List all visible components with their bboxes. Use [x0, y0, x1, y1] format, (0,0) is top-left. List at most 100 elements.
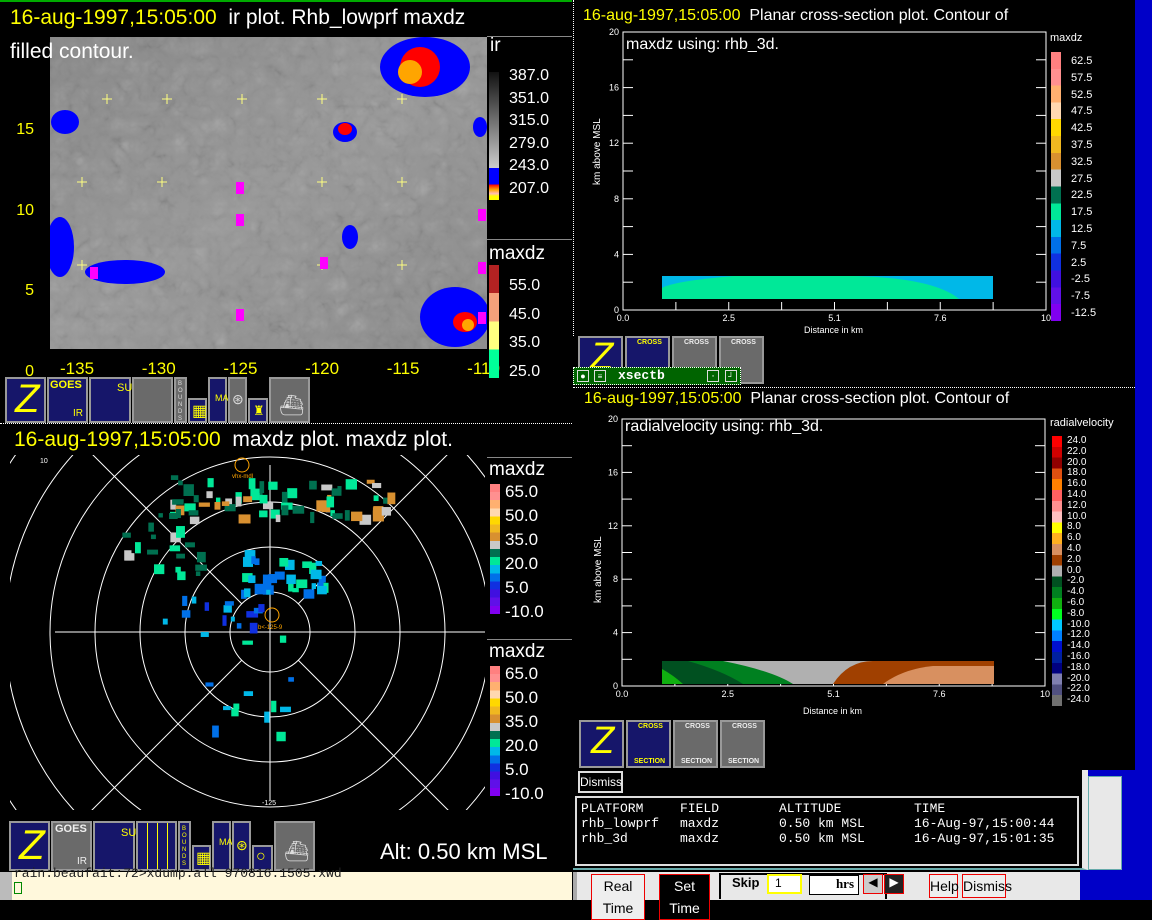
- y-tick-label: 4: [614, 249, 619, 259]
- echo-cell: [170, 475, 179, 480]
- x-tick-label: 10: [1041, 313, 1051, 323]
- header-field: FIELD: [680, 801, 720, 816]
- xsectb-icon-bar[interactable]: ● ≡ xsectb ◦ ┘: [573, 367, 741, 385]
- ship-button[interactable]: ⛴: [274, 821, 315, 871]
- echo-cell: [326, 496, 335, 508]
- echo-cell: [188, 510, 199, 516]
- colorbar-label: 22.0: [1067, 445, 1087, 457]
- step-forward-button[interactable]: ▶: [884, 874, 904, 894]
- range-rings-button[interactable]: ⊛: [232, 821, 251, 871]
- grid-button[interactable]: ▦: [192, 845, 211, 871]
- contour-fill: [662, 276, 959, 299]
- colorbar-label: -4.0: [1067, 586, 1085, 598]
- station-label-top: vhx-mdl: [232, 474, 254, 480]
- colorbar-label: -2.0: [1067, 575, 1085, 587]
- colorbar-label: 243.0: [509, 157, 550, 174]
- sur-label: SUR: [117, 382, 141, 394]
- echo-cell: [253, 607, 263, 614]
- echo-cell: [270, 509, 280, 519]
- real-time-button[interactable]: Real Time: [591, 874, 645, 920]
- circle-button[interactable]: ○: [252, 845, 273, 871]
- iconify-icon[interactable]: ◦: [707, 370, 719, 382]
- polar-radar-plot[interactable]: [10, 455, 485, 810]
- help-button[interactable]: Help: [929, 874, 959, 898]
- set-time-button[interactable]: Set Time: [659, 874, 710, 920]
- echo-cell: [381, 507, 392, 516]
- range-rings-button[interactable]: ⊛: [228, 377, 247, 423]
- x-tick-label: 2.5: [721, 689, 734, 699]
- echo-cell: [224, 504, 236, 512]
- cross-section-button-3[interactable]: CROSS SECTION: [720, 720, 765, 768]
- altitude-label: Alt: 0.50 km MSL: [380, 839, 548, 864]
- echo-cell: [243, 691, 254, 697]
- echo-cell: [284, 559, 295, 570]
- echo-cell: [315, 560, 323, 566]
- colorbar-label: 42.5: [1071, 122, 1093, 135]
- cross-section-button-2[interactable]: CROSS SECTION: [673, 720, 718, 768]
- step-back-button[interactable]: ◀: [863, 874, 883, 894]
- dismiss-button[interactable]: Dismiss: [578, 771, 623, 793]
- colorbar-label: -10.0: [1067, 618, 1090, 630]
- grid-button[interactable]: ▦: [188, 398, 207, 423]
- colorbar-label: -18.0: [1067, 661, 1090, 673]
- maxdz-cross-section-plot[interactable]: 0 4 8 12 16 20 0.0 2.5 5.1 7.6 10: [574, 0, 1136, 336]
- sur-button[interactable]: SUR: [93, 821, 144, 871]
- corner-label: 10: [40, 458, 48, 465]
- colorbar-label: 55.0: [509, 277, 541, 294]
- ir-satellite-image[interactable]: [50, 37, 487, 349]
- bounds-button[interactable]: BOUNDS: [174, 377, 187, 423]
- colorbar-label: 20.0: [505, 554, 539, 573]
- echo-cell: [259, 481, 265, 494]
- cross-label: CROSS: [638, 723, 663, 730]
- ship-button[interactable]: ⛴: [269, 377, 310, 423]
- bounds-button[interactable]: BOUNDS: [178, 821, 191, 871]
- echo-cell: [279, 557, 289, 567]
- plot-frame: [622, 31, 1047, 311]
- skip-input[interactable]: 1: [767, 874, 802, 894]
- colorbar-label: 315.0: [509, 112, 550, 129]
- grid-icon: ▦: [192, 403, 208, 420]
- dismiss-button[interactable]: Dismiss: [962, 874, 1012, 898]
- map-button[interactable]: MAP: [208, 377, 235, 423]
- colorbar-label: 47.5: [1071, 105, 1093, 118]
- zebra-z-button[interactable]: Z: [9, 821, 50, 871]
- goes-ir-button[interactable]: GOES IR: [51, 821, 92, 871]
- echo-cell: [292, 588, 299, 593]
- colorbar-label: 20.0: [505, 736, 539, 755]
- cross-section-button-1[interactable]: CROSS SECTION: [626, 720, 671, 768]
- map-button[interactable]: MAP: [212, 821, 239, 871]
- ir-colorbar: ir 387.0 351.0 315.0 279.0 243.0 207.0: [487, 35, 572, 240]
- colorbar-label: 20.0: [1067, 456, 1087, 468]
- map-label: MAP: [219, 837, 239, 847]
- maxdz-colorbar: maxdz 55.0 45.0 35.0 25.0: [487, 242, 572, 380]
- xsect-title: 16-aug-1997,15:05:00 Planar cross-sectio…: [584, 389, 1009, 408]
- echo-cell: [223, 706, 231, 711]
- buoy-button[interactable]: ♜: [248, 398, 268, 423]
- colorbar-label: -12.5: [1071, 306, 1097, 319]
- zebra-z-button[interactable]: Z: [5, 377, 46, 423]
- radialvelocity-cross-section-plot[interactable]: 0 4 8 12 16 20 0.0 2.5 5.1 7.6 10: [573, 388, 1135, 718]
- radar-grid-button[interactable]: [132, 377, 173, 423]
- goes-ir-button[interactable]: GOES IR: [47, 377, 88, 423]
- terminal-window[interactable]: rain:beaufait:72>xdump.all 970816.1505.x…: [0, 867, 572, 900]
- colorbar-label: 12.5: [1071, 222, 1093, 235]
- colorbar-scale: [489, 265, 499, 378]
- circle-icon[interactable]: ●: [577, 370, 589, 382]
- maxdz-cross-section-panel: 16-aug-1997,15:05:00 Planar cross-sectio…: [573, 0, 1135, 336]
- units-menu[interactable]: hrs: [809, 875, 859, 895]
- document-icon[interactable]: ≡: [594, 370, 606, 382]
- header-platform: PLATFORM: [581, 801, 644, 816]
- toolbar-top: Z GOES IR SUR BOUNDS ▦ MAP ⊛ ♜ ⛴: [0, 376, 572, 424]
- echo-cell: [373, 495, 379, 502]
- title-text: maxdz plot. maxdz plot.: [232, 428, 453, 451]
- echo-cell: [214, 501, 221, 510]
- azimuth-line: [297, 659, 449, 810]
- x-label: -120: [305, 359, 340, 378]
- resize-icon[interactable]: ┘: [725, 370, 737, 382]
- radar-grid-button[interactable]: [136, 821, 177, 871]
- colorbar-label: 50.0: [505, 506, 539, 525]
- polar-colorbar-2: maxdz 65.0 50.0 35.0 20.0 5.0 -10.0: [487, 639, 572, 819]
- cross-label: CROSS: [731, 339, 756, 346]
- sur-button[interactable]: SUR: [89, 377, 141, 423]
- zebra-z-button[interactable]: Z: [579, 720, 624, 768]
